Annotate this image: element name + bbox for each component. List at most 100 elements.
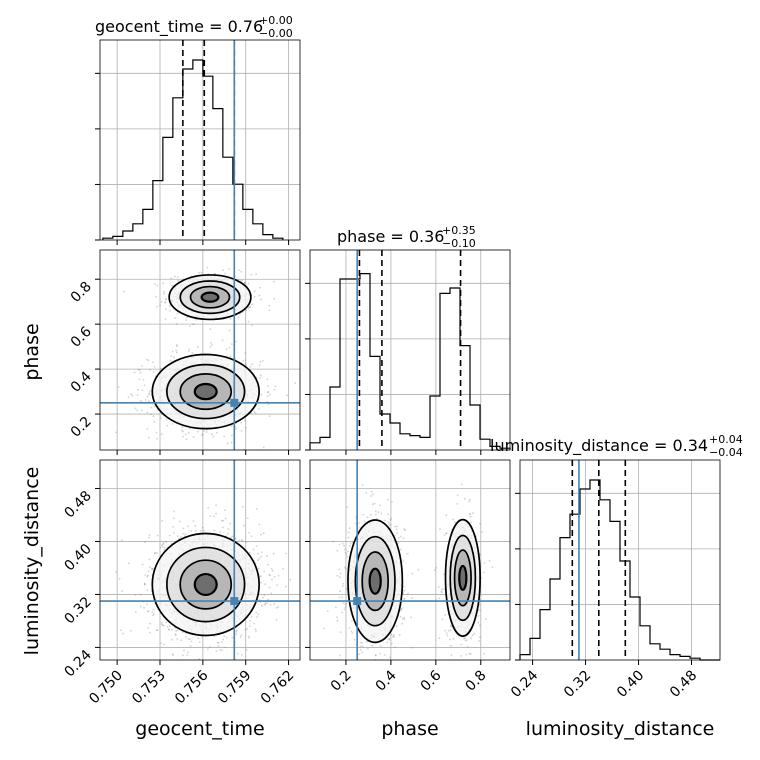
truth-marker [353,597,362,606]
sample-point [411,597,414,599]
sample-point [272,552,275,555]
sample-point [249,551,251,554]
sample-point [383,654,386,656]
sample-point [397,542,400,544]
sample-point [235,427,237,430]
sample-point [463,498,466,500]
sample-point [306,526,308,528]
sample-point [259,360,262,363]
sample-point [394,525,397,528]
sample-point [386,641,389,644]
sample-point [341,542,344,545]
sample-point [260,298,262,301]
sample-point [438,637,441,639]
sample-point [169,310,171,312]
sample-point [244,628,247,631]
sample-point [207,506,210,509]
sample-point [255,508,258,510]
sample-point [160,642,163,644]
sample-point [241,279,244,282]
sample-point [198,272,200,274]
sample-point [215,650,218,652]
tick-label-y: 0.40 [61,541,94,574]
sample-point [181,426,184,429]
sample-point [390,633,393,636]
sample-point [468,513,471,516]
sample-point [485,618,487,620]
sample-point [345,602,348,605]
sample-point [403,616,405,619]
sample-point [122,632,124,635]
sample-point [168,305,171,307]
sample-point [162,282,165,285]
sample-point [403,528,406,531]
sample-point [361,642,363,644]
sample-point [246,627,249,630]
sample-point [338,543,341,546]
xlabel-phase: phase [381,718,438,740]
sample-point [260,393,263,396]
sample-point [186,654,189,656]
sample-point [338,568,341,571]
sample-point [454,521,456,523]
sample-point [359,641,362,644]
sample-point [183,649,185,652]
contour-line [200,291,220,303]
sample-point [153,421,156,423]
title-geocent-time-label: geocent_time = 0.76 [95,17,263,37]
sample-point [260,605,263,607]
sample-point [194,524,197,527]
sample-point [147,574,149,577]
sample-point [234,537,237,540]
sample-point [241,654,243,656]
density-fill [194,383,217,400]
sample-point [172,654,175,656]
sample-point [452,637,455,640]
sample-point [269,604,272,606]
sample-point [127,562,130,565]
sample-point [444,614,446,616]
sample-point [267,403,270,405]
truth-marker [230,597,239,606]
sample-point [150,406,153,409]
sample-point [479,554,482,556]
sample-point [173,532,175,534]
sample-point [220,519,223,522]
sample-point [154,552,157,554]
sample-point [122,290,125,293]
sample-point [146,358,149,361]
sample-point [143,384,146,387]
title-geocent-time-sub: −0.00 [259,27,293,40]
sample-point [170,638,173,641]
sample-point [189,427,191,430]
sample-point [171,628,173,631]
sample-point [380,664,382,666]
sample-point [153,366,156,368]
sample-point [159,304,162,307]
sample-point [162,624,165,627]
sample-point [370,495,372,497]
sample-point [201,434,203,437]
sample-point [147,436,150,439]
sample-point [402,585,405,588]
sample-point [230,536,232,539]
panel-frame [99,459,301,661]
sample-point [387,513,389,516]
sample-point [136,394,139,396]
sample-point [197,346,199,348]
sample-point [253,296,256,298]
sample-point [351,620,353,622]
sample-point [268,309,271,312]
sample-point [182,532,185,535]
sample-point [224,517,227,520]
sample-point [469,515,472,518]
sample-point [166,625,169,628]
sample-point [339,631,342,633]
sample-point [336,574,339,577]
sample-point [155,431,158,434]
tick-label-x: 0.762 [258,668,298,708]
sample-point [350,630,353,633]
sample-point [169,359,172,362]
sample-point [163,292,165,295]
sample-point [468,652,471,655]
